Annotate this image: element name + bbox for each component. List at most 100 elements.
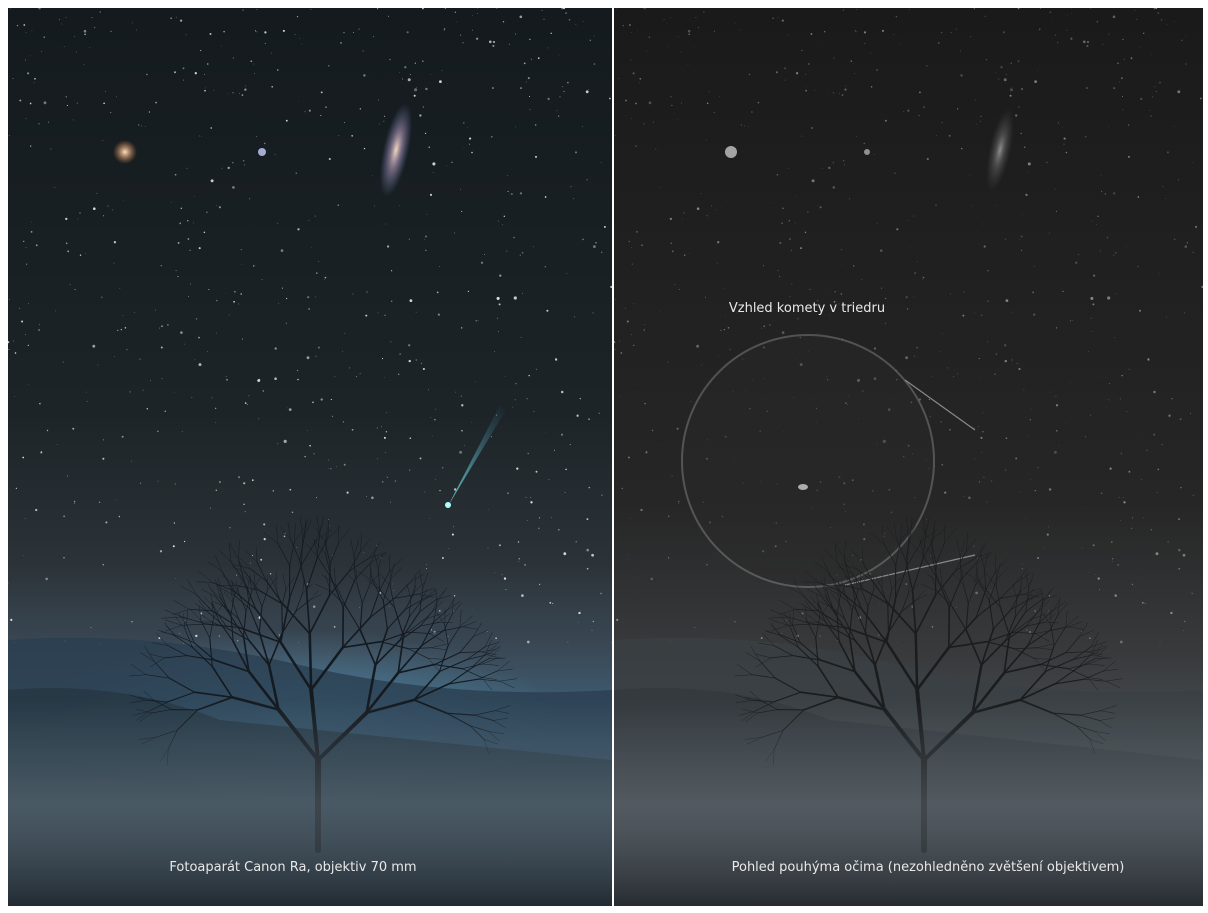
star — [1158, 273, 1160, 275]
star — [962, 314, 965, 317]
star — [1066, 609, 1067, 611]
branch — [1014, 601, 1027, 618]
star — [492, 44, 495, 47]
star — [359, 373, 361, 375]
star — [518, 561, 520, 562]
star — [627, 456, 630, 459]
branch — [807, 615, 819, 623]
star — [425, 235, 427, 238]
branch — [1079, 630, 1094, 637]
star — [856, 9, 858, 10]
star — [113, 241, 117, 244]
star — [786, 343, 787, 345]
star — [258, 148, 266, 156]
star — [390, 270, 393, 272]
annotation: Vzhled komety v triedru — [729, 301, 885, 316]
star — [204, 73, 205, 75]
branch — [781, 616, 792, 629]
star — [539, 517, 541, 519]
branch — [443, 626, 464, 631]
star — [1003, 78, 1007, 82]
star — [72, 119, 74, 121]
star — [508, 43, 510, 45]
branch — [300, 541, 316, 566]
branch — [827, 570, 840, 592]
star — [515, 126, 516, 128]
star — [878, 634, 880, 636]
star — [538, 527, 540, 529]
star — [575, 23, 577, 25]
branch — [369, 589, 381, 618]
star — [544, 196, 547, 198]
branch — [390, 563, 395, 581]
star — [834, 291, 836, 293]
star — [238, 476, 241, 479]
branch — [409, 573, 424, 583]
branch — [246, 574, 251, 590]
branch — [245, 591, 252, 612]
branch — [770, 619, 789, 626]
star — [717, 241, 720, 244]
branch — [920, 527, 932, 543]
branch — [452, 599, 454, 614]
branch — [1094, 657, 1112, 659]
star — [706, 457, 708, 460]
star — [384, 452, 386, 454]
star — [799, 363, 803, 367]
star — [1155, 90, 1157, 93]
star — [1107, 296, 1111, 300]
star — [555, 358, 558, 361]
branch — [316, 537, 329, 560]
branch — [770, 655, 794, 659]
branch — [459, 610, 462, 627]
star — [310, 8, 312, 10]
star — [629, 24, 631, 26]
star — [301, 43, 303, 45]
star — [887, 408, 891, 411]
star — [287, 407, 289, 409]
star — [38, 329, 40, 331]
star — [337, 204, 339, 206]
star — [398, 373, 400, 375]
star — [1054, 34, 1056, 36]
star — [65, 217, 68, 221]
star — [973, 545, 974, 546]
star — [725, 146, 737, 158]
star — [22, 555, 24, 556]
star — [844, 164, 846, 166]
branch — [1083, 678, 1107, 682]
star — [83, 29, 87, 33]
branch — [838, 590, 863, 610]
star — [9, 298, 10, 300]
star — [983, 245, 986, 248]
branch — [390, 569, 392, 587]
branch — [1030, 608, 1042, 620]
star — [812, 397, 814, 399]
branch — [792, 655, 822, 661]
branch — [736, 664, 753, 675]
star — [1123, 58, 1126, 60]
branch — [749, 690, 761, 701]
star — [263, 142, 266, 145]
branch — [827, 588, 842, 597]
star — [409, 299, 413, 302]
star — [488, 40, 492, 44]
star — [112, 209, 113, 211]
branch — [404, 591, 416, 610]
star — [308, 109, 311, 112]
star — [681, 102, 682, 104]
branch — [801, 594, 819, 612]
branch — [992, 608, 1012, 630]
star — [561, 8, 563, 10]
star — [906, 308, 909, 310]
star — [1146, 449, 1148, 451]
branch — [466, 654, 488, 660]
star — [1114, 594, 1117, 597]
branch — [764, 629, 781, 636]
star — [816, 299, 819, 302]
star — [706, 102, 709, 105]
star — [296, 369, 299, 372]
star — [558, 115, 560, 117]
star — [93, 207, 96, 210]
branch — [1015, 573, 1030, 583]
